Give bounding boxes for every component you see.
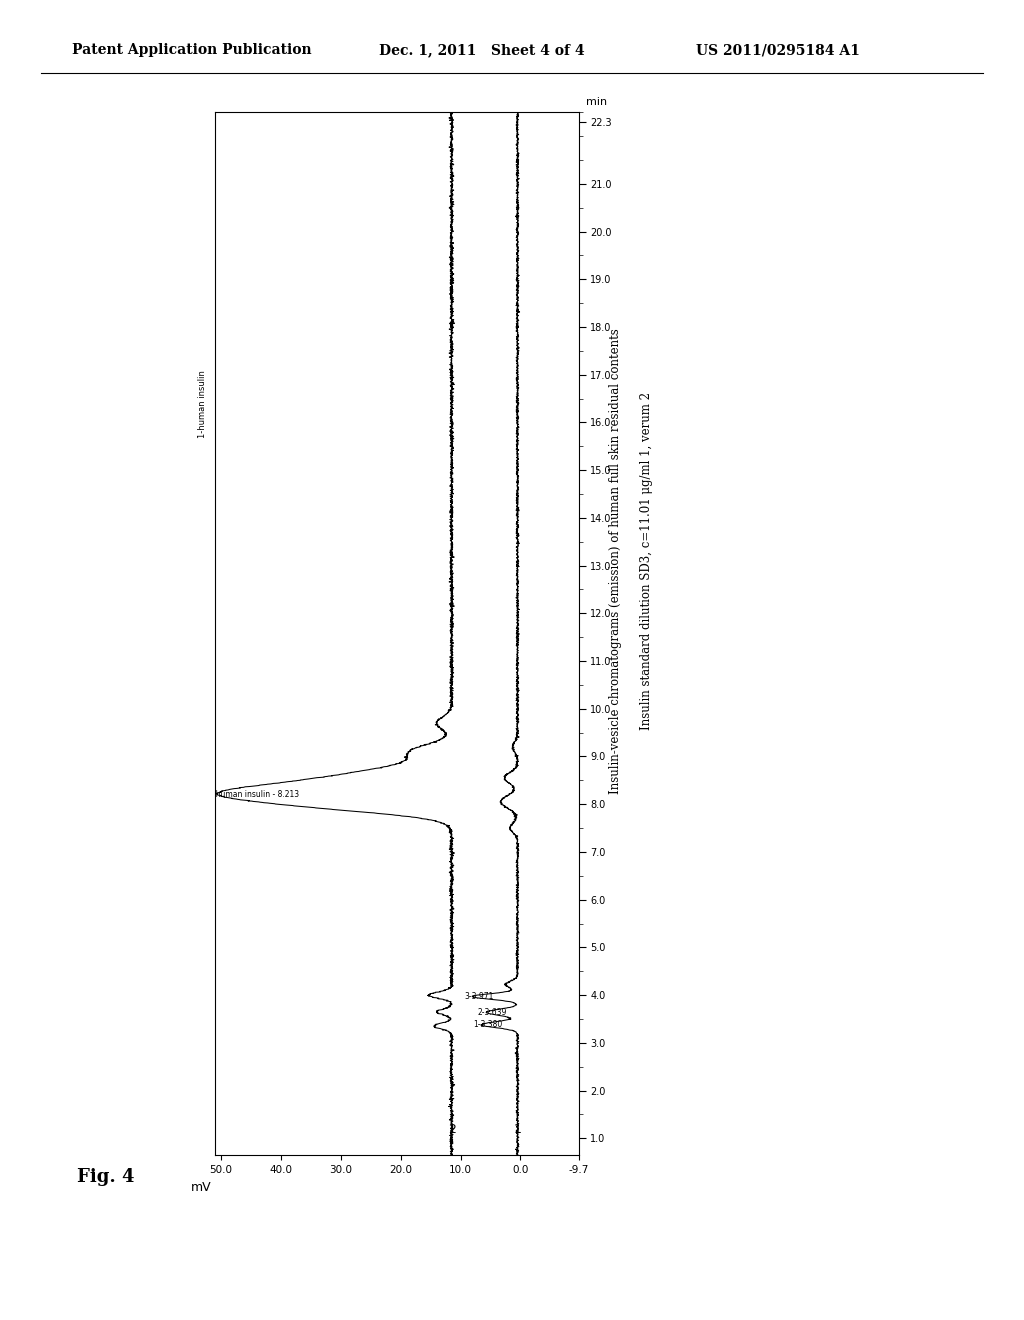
Text: 4-human insulin - 8.213: 4-human insulin - 8.213 <box>208 789 299 799</box>
Text: 3-3.971: 3-3.971 <box>465 993 494 1001</box>
Text: 2-3.639: 2-3.639 <box>477 1008 507 1016</box>
Text: 1-human insulin: 1-human insulin <box>198 370 207 438</box>
Text: 1: 1 <box>514 1123 521 1137</box>
Text: 2: 2 <box>447 1123 456 1137</box>
Text: 1-3.380: 1-3.380 <box>473 1020 503 1030</box>
Text: min: min <box>586 96 607 107</box>
Text: Dec. 1, 2011   Sheet 4 of 4: Dec. 1, 2011 Sheet 4 of 4 <box>379 44 585 57</box>
Text: Insulin-vesicle chromatograms (emission) of human full skin residual contents: Insulin-vesicle chromatograms (emission)… <box>609 329 623 793</box>
Text: Patent Application Publication: Patent Application Publication <box>72 44 311 57</box>
Text: Fig. 4: Fig. 4 <box>77 1168 134 1187</box>
Text: mV: mV <box>190 1181 211 1195</box>
Text: Insulin standard dilution SD3, c=11.01 μg/ml 1, verum 2: Insulin standard dilution SD3, c=11.01 μ… <box>640 392 653 730</box>
Text: US 2011/0295184 A1: US 2011/0295184 A1 <box>696 44 860 57</box>
